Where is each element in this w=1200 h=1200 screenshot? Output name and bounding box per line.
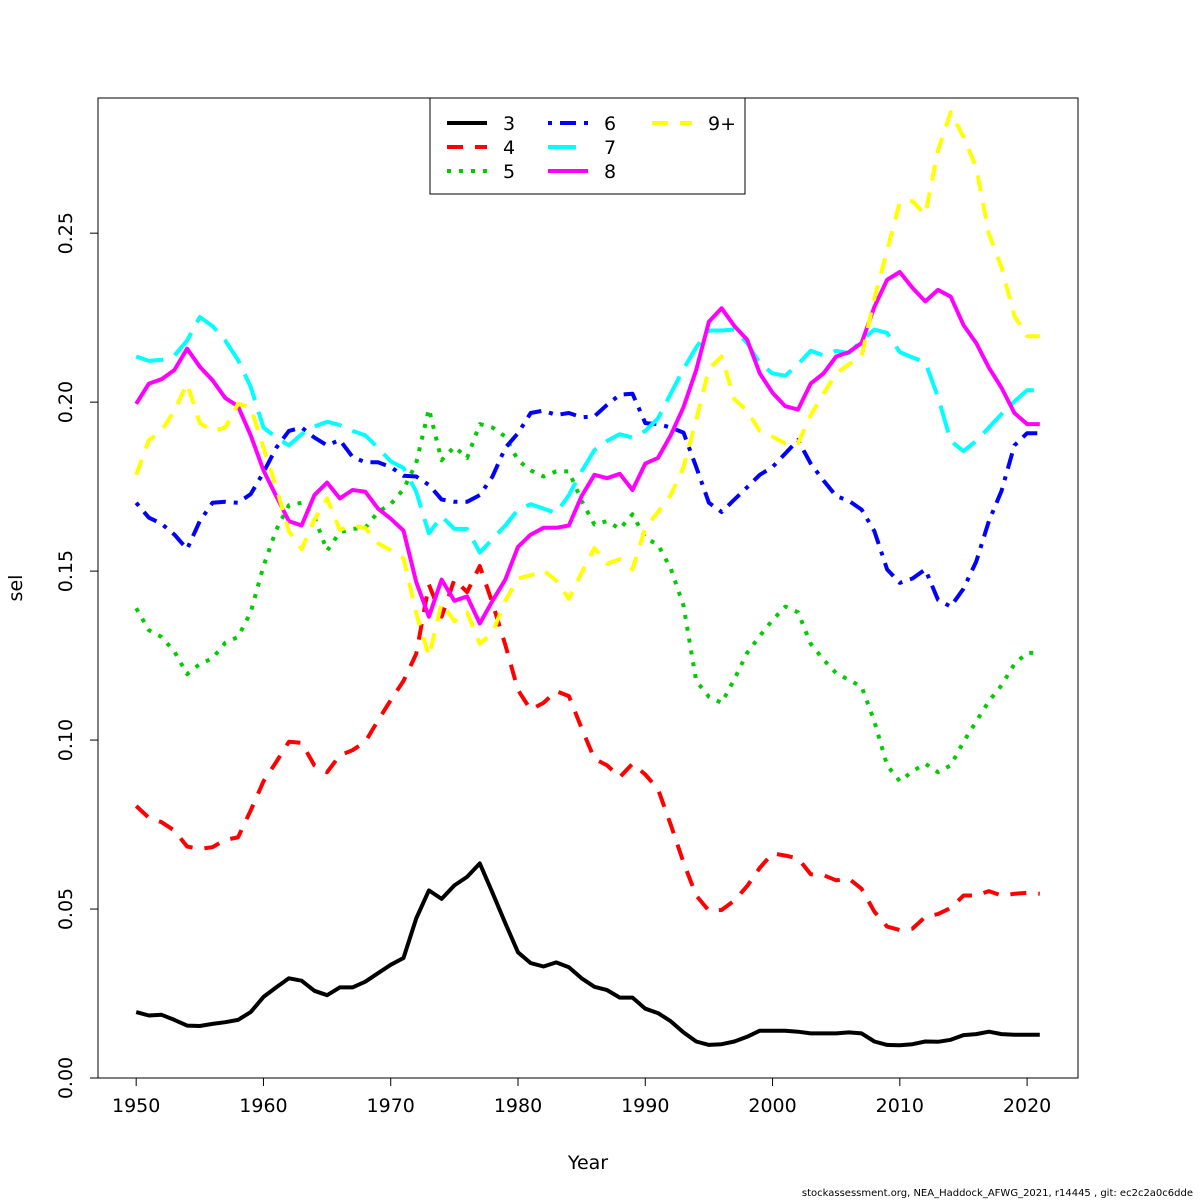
x-tick-label: 1950	[112, 1095, 160, 1117]
legend-label-4: 4	[503, 137, 515, 159]
y-axis-title: sel	[5, 575, 27, 602]
axes-layer: 1950 1960 1970 1980 1990 2000 2010 2020 0.00 0.05…	[55, 212, 1051, 1117]
series-line-8	[134, 270, 1040, 626]
series-line-4	[134, 564, 1040, 932]
series-line-6	[134, 391, 1040, 609]
y-tick-label: 0.15	[55, 550, 77, 592]
series-line-5	[134, 406, 1040, 784]
x-tick-label: 1970	[367, 1095, 415, 1117]
y-tick-label: 0.05	[55, 888, 77, 930]
legend-label-3: 3	[503, 113, 515, 135]
legend-label-7: 7	[604, 137, 616, 159]
series-layer	[134, 110, 1040, 1048]
series-line-9plus	[134, 110, 1040, 659]
footer-credit: stockassessment.org, NEA_Haddock_AFWG_20…	[802, 1188, 1193, 1199]
legend: 345 678 9+	[429, 97, 746, 195]
x-tick-label: 2000	[748, 1095, 796, 1117]
y-tick-label: 0.25	[55, 212, 77, 254]
y-tick-label: 0.20	[55, 381, 77, 423]
legend-label-8: 8	[604, 161, 616, 183]
x-tick-label: 2020	[1003, 1095, 1051, 1117]
legend-label-9plus: 9+	[708, 113, 736, 135]
series-line-7	[135, 315, 1040, 555]
x-tick-label: 1960	[239, 1095, 287, 1117]
y-tick-label: 0.10	[55, 719, 77, 761]
legend-label-6: 6	[604, 113, 616, 135]
x-tick-label: 1980	[494, 1095, 542, 1117]
y-tick-label: 0.00	[55, 1057, 77, 1099]
x-tick-label: 1990	[621, 1095, 669, 1117]
series-line-3	[135, 861, 1040, 1048]
x-axis-title: Year	[567, 1152, 608, 1174]
legend-label-5: 5	[503, 161, 515, 183]
x-tick-label: 2010	[876, 1095, 924, 1117]
